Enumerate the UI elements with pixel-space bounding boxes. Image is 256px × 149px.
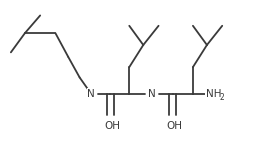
Text: N: N bbox=[148, 89, 156, 99]
Text: NH: NH bbox=[206, 89, 221, 99]
Text: N: N bbox=[87, 89, 95, 99]
Text: 2: 2 bbox=[220, 93, 225, 102]
Text: OH: OH bbox=[167, 121, 183, 131]
Text: OH: OH bbox=[104, 121, 120, 131]
